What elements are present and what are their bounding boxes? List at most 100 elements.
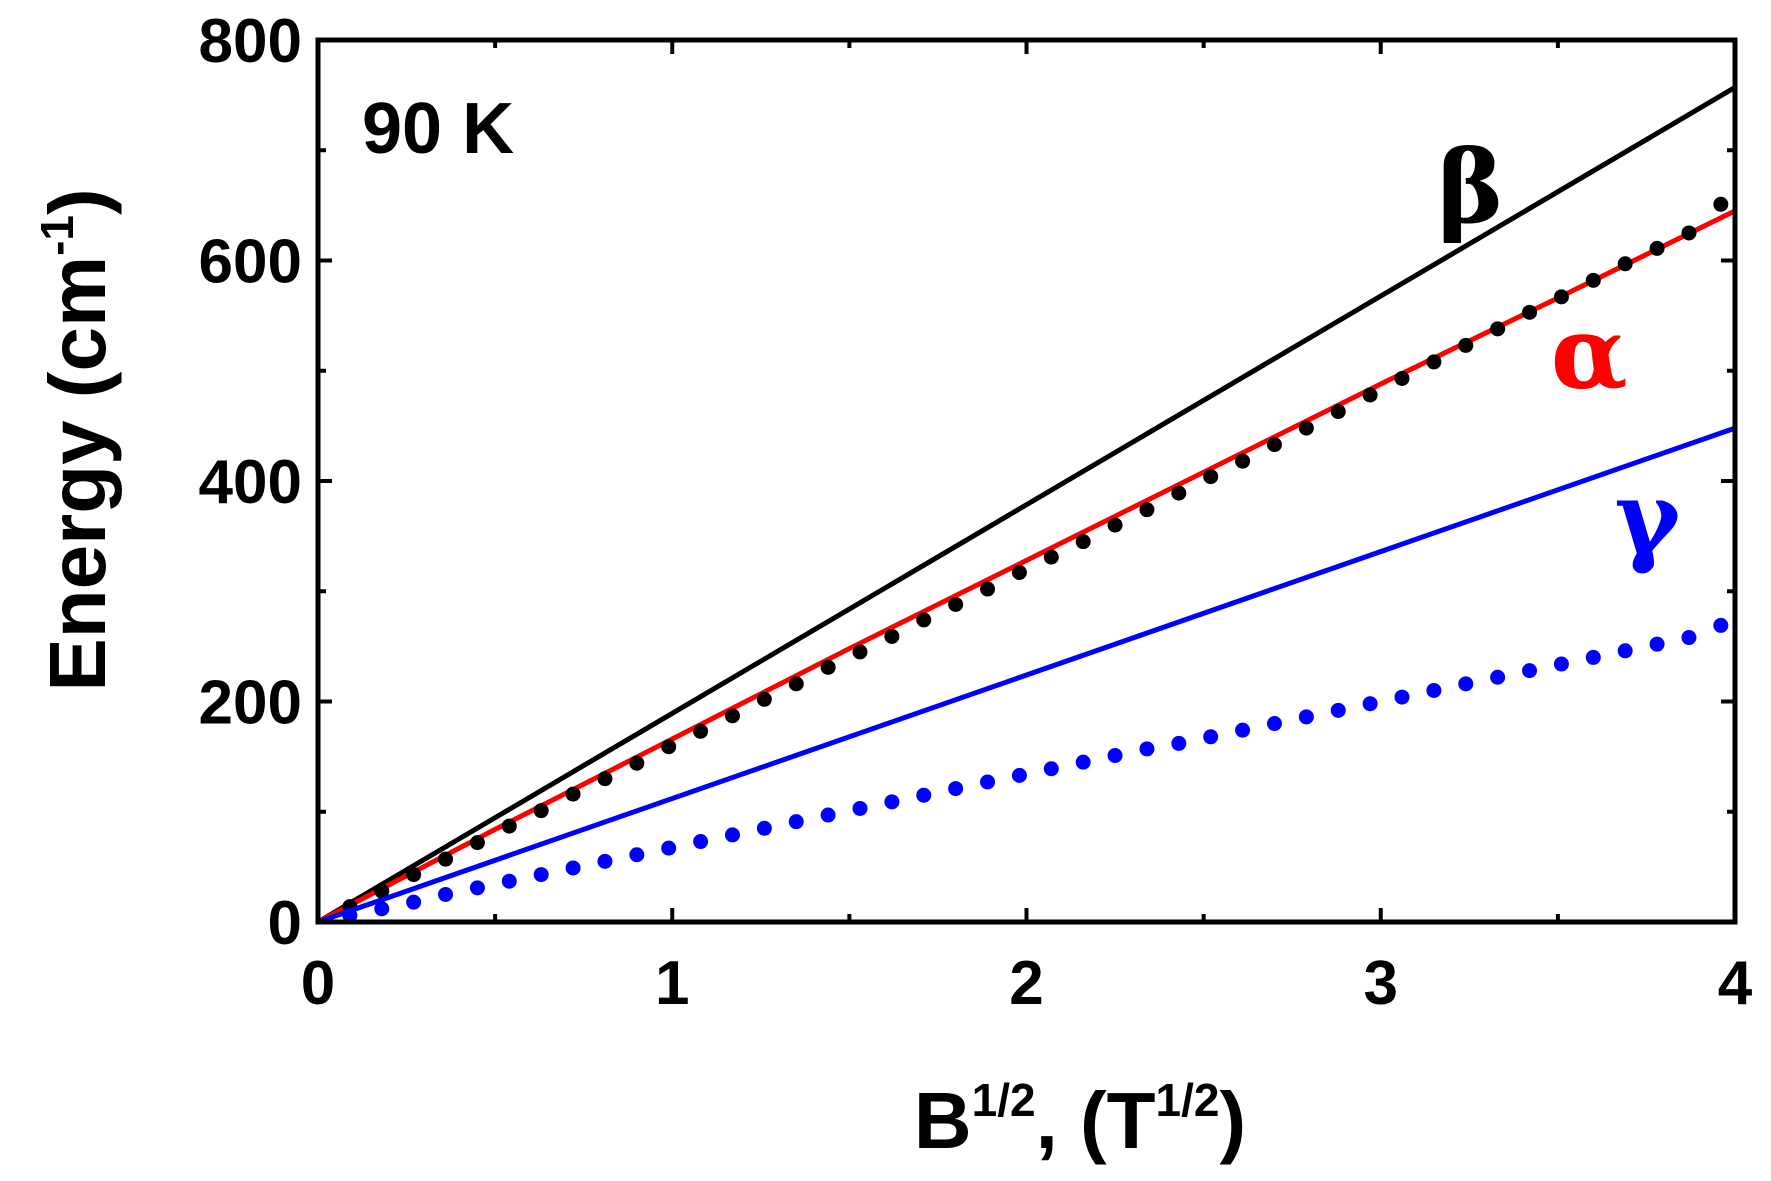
x-axis-title-sup: 1/2 <box>972 1074 1036 1126</box>
plot-frame <box>315 37 1738 925</box>
x-axis-title-base: B <box>914 1076 972 1165</box>
y-tick-label: 200 <box>199 669 302 738</box>
data-point <box>1362 387 1378 403</box>
series-label: γ <box>1615 459 1682 577</box>
y-axis-title-sup: -1 <box>31 215 83 256</box>
data-point <box>852 644 868 660</box>
data-point <box>1075 534 1091 550</box>
data-point <box>469 880 485 896</box>
data-point <box>1075 754 1091 770</box>
series-labels: βαγ <box>1437 128 1681 577</box>
data-point <box>788 814 804 830</box>
data-point <box>1553 289 1569 305</box>
data-point <box>1043 549 1059 565</box>
data-point <box>820 659 836 675</box>
data-point <box>661 840 677 856</box>
data-point <box>916 787 932 803</box>
data-point <box>1107 748 1123 764</box>
data-point <box>469 835 485 851</box>
data-point <box>1298 709 1314 725</box>
data-point <box>597 853 613 869</box>
series-line-1 <box>316 208 1737 925</box>
data-point <box>1522 663 1538 679</box>
data-point <box>533 867 549 883</box>
data-point <box>916 612 932 628</box>
series-dots-2 <box>342 196 1729 915</box>
data-point <box>1362 696 1378 712</box>
data-point <box>788 676 804 692</box>
data-point <box>501 818 517 834</box>
annotation-temperature: 90 K <box>362 89 514 169</box>
x-axis-title-sup2: 1/2 <box>1156 1074 1220 1126</box>
data-point <box>1585 649 1601 665</box>
data-point <box>565 860 581 876</box>
y-tick-label: 0 <box>268 889 302 958</box>
x-tick-label: 1 <box>655 949 689 1018</box>
data-point <box>1522 304 1538 320</box>
data-point <box>501 873 517 889</box>
x-tick-label: 3 <box>1364 949 1398 1018</box>
data-point <box>756 820 772 836</box>
data-point <box>724 708 740 724</box>
data-point <box>1649 636 1665 652</box>
tick-layer: 0 1 2 3 4 0 200 400 600 800 <box>199 7 1753 1018</box>
data-point <box>1330 404 1346 420</box>
data-point <box>1713 196 1729 212</box>
y-tick-label: 400 <box>199 448 302 517</box>
data-point <box>980 581 996 597</box>
data-point <box>1298 420 1314 436</box>
data-point <box>1490 321 1506 337</box>
data-point <box>1043 761 1059 777</box>
data-point <box>406 894 422 910</box>
data-point <box>1426 682 1442 698</box>
data-point <box>342 907 358 923</box>
data-point <box>1266 716 1282 732</box>
data-point <box>1490 669 1506 685</box>
data-point <box>1681 225 1697 241</box>
data-point <box>1203 469 1219 485</box>
y-axis-title: Energy (cm-1) <box>31 188 122 691</box>
data-point <box>565 786 581 802</box>
x-axis-title-mid: , (T <box>1036 1076 1156 1165</box>
data-point <box>1330 702 1346 718</box>
data-point <box>1203 729 1219 745</box>
data-point <box>629 755 645 771</box>
data-point <box>1617 256 1633 272</box>
x-tick-label: 4 <box>1718 949 1753 1018</box>
data-point <box>820 807 836 823</box>
data-point <box>1458 676 1474 692</box>
series-dots-4 <box>342 617 1729 923</box>
series-label: α <box>1551 293 1628 411</box>
data-point <box>1553 656 1569 672</box>
x-axis-title-end: ) <box>1220 1076 1247 1165</box>
y-tick-label: 800 <box>199 7 302 76</box>
y-tick-label: 600 <box>199 228 302 297</box>
x-tick-label: 0 <box>301 949 335 1018</box>
data-point <box>1617 643 1633 659</box>
data-point <box>1171 735 1187 751</box>
data-point <box>1713 617 1729 633</box>
data-point <box>693 723 709 739</box>
data-point <box>1171 485 1187 501</box>
data-point <box>1585 272 1601 288</box>
data-point <box>406 867 422 883</box>
data-point <box>1394 370 1410 386</box>
data-point <box>1649 240 1665 256</box>
data-point <box>1266 437 1282 453</box>
data-point <box>1011 767 1027 783</box>
data-point <box>597 771 613 787</box>
data-point <box>693 834 709 850</box>
data-point <box>980 774 996 790</box>
x-tick-label: 2 <box>1009 949 1043 1018</box>
data-point <box>884 628 900 644</box>
data-point <box>661 739 677 755</box>
data-point <box>1139 741 1155 757</box>
data-point <box>1107 517 1123 533</box>
data-point <box>948 781 964 797</box>
data-point <box>1458 337 1474 353</box>
data-point <box>533 803 549 819</box>
data-point <box>852 800 868 816</box>
data-point <box>1139 502 1155 518</box>
data-point <box>374 883 390 899</box>
